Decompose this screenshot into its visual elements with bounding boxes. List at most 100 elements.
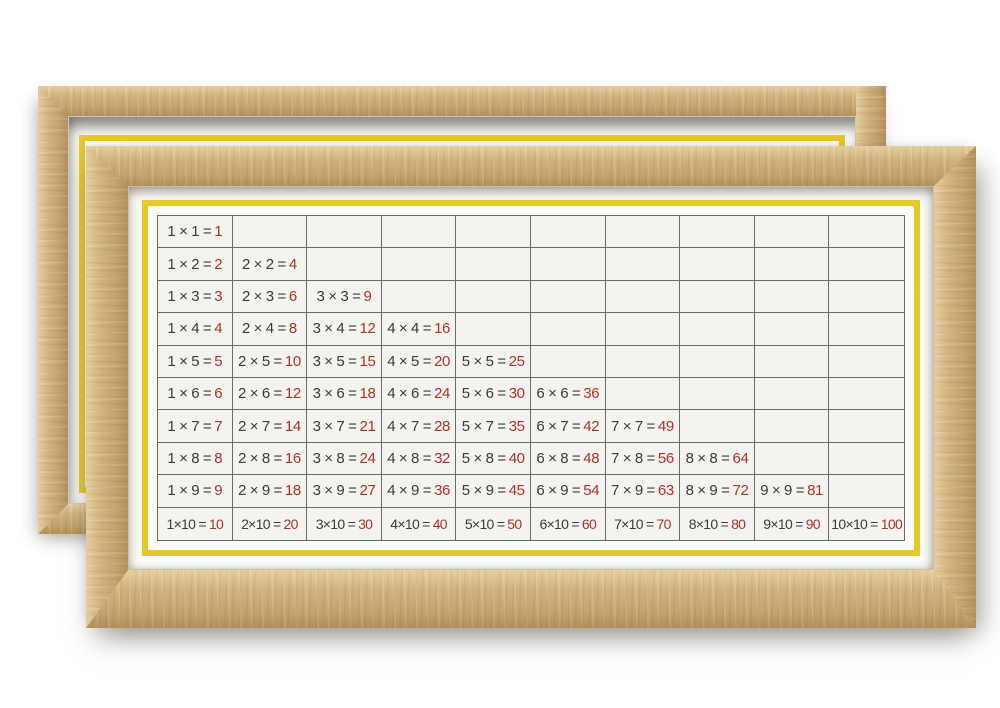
table-cell: 6 × 7 = 42 <box>530 410 606 443</box>
table-cell: 2 × 6 = 12 <box>232 378 308 411</box>
table-cell <box>605 216 681 249</box>
table-cell <box>680 313 755 346</box>
equation-text: 2 × 5 = <box>237 352 282 370</box>
table-cell: 3 × 6 = 18 <box>307 378 382 411</box>
table-cell: 1 × 8 = 8 <box>158 442 233 476</box>
equation-result: 6 <box>288 287 297 305</box>
table-cell: 2 × 2 = 4 <box>232 248 308 281</box>
equation-result: 63 <box>657 482 674 500</box>
table-cell <box>680 410 755 443</box>
equation-result: 49 <box>657 417 674 435</box>
table-cell: 2×10 = 20 <box>233 507 308 540</box>
equation-result: 48 <box>583 449 600 467</box>
table-cell: 7 × 8 = 56 <box>605 442 681 476</box>
equation-text: 2 × 4 = <box>241 320 286 338</box>
table-cell: 1 × 2 = 2 <box>158 248 233 281</box>
table-cell: 7 × 9 = 63 <box>605 475 681 508</box>
table-cell: 3 × 8 = 24 <box>307 442 382 476</box>
equation-text: 3 × 4 = <box>312 320 357 338</box>
equation-text: 2 × 9 = <box>237 482 282 500</box>
equation-text: 6×10 = <box>539 515 579 532</box>
equation-text: 8 × 9 = <box>685 482 730 500</box>
equation-result: 45 <box>508 482 525 500</box>
front-frame-rail-left <box>86 146 128 628</box>
table-cell: 5 × 9 = 45 <box>456 475 531 508</box>
back-frame-rail-left <box>38 86 68 534</box>
equation-result: 36 <box>583 385 600 403</box>
equation-result: 16 <box>284 449 301 467</box>
equation-result: 42 <box>583 417 600 435</box>
front-wooden-frame: 1 × 1 = 1 1 × 2 = 2 2 × 2 = 4 1 × 3 = 3 2 × 3 = 6… <box>86 146 976 628</box>
table-cell <box>754 345 830 378</box>
front-frame-rail-right <box>934 146 976 628</box>
table-cell: 6×10 = 60 <box>531 507 606 540</box>
equation-text: 10×10 = <box>831 515 878 532</box>
table-cell: 2 × 4 = 8 <box>232 313 308 346</box>
table-cell: 3 × 9 = 27 <box>307 475 382 508</box>
table-cell <box>754 410 830 443</box>
table-cell <box>530 248 606 281</box>
table-cell <box>232 216 308 249</box>
equation-result: 1 <box>214 223 223 241</box>
equation-result: 8 <box>214 449 223 467</box>
table-cell: 6 × 9 = 54 <box>530 475 606 508</box>
table-cell: 1 × 4 = 4 <box>158 313 233 346</box>
equation-text: 2 × 7 = <box>237 417 282 435</box>
table-cell <box>456 313 531 346</box>
table-cell <box>530 313 606 346</box>
equation-text: 7 × 9 = <box>610 482 655 500</box>
table-cell: 4 × 9 = 36 <box>381 475 457 508</box>
equation-result: 10 <box>284 352 301 370</box>
equation-result: 30 <box>358 515 373 532</box>
table-cell: 2 × 9 = 18 <box>232 475 308 508</box>
table-cell: 10×10 = 100 <box>829 508 904 540</box>
equation-result: 24 <box>434 385 450 403</box>
front-frame-rail-top <box>86 146 976 186</box>
equation-text: 4 × 4 = <box>387 320 432 338</box>
equation-text: 5 × 7 = <box>461 417 506 435</box>
equation-result: 9 <box>363 287 372 305</box>
table-cell <box>605 378 681 411</box>
table-cell: 5 × 8 = 40 <box>456 442 531 476</box>
equation-result: 4 <box>288 255 297 273</box>
equation-text: 2 × 8 = <box>237 449 282 467</box>
equation-result: 64 <box>732 449 749 467</box>
equation-text: 9 × 9 = <box>760 482 805 500</box>
equation-result: 90 <box>805 515 821 532</box>
equation-result: 14 <box>284 417 301 435</box>
table-cell <box>829 248 904 281</box>
table-cell: 1 × 7 = 7 <box>158 410 233 443</box>
equation-result: 6 <box>214 385 223 403</box>
equation-result: 24 <box>359 449 376 467</box>
equation-text: 3 × 6 = <box>312 385 357 403</box>
table-cell: 4 × 8 = 32 <box>381 442 457 476</box>
table-cell <box>829 475 904 508</box>
table-cell <box>754 248 830 281</box>
front-frame-rail-bottom <box>86 570 976 628</box>
equation-result: 2 <box>214 255 223 273</box>
equation-result: 5 <box>214 352 223 370</box>
equation-result: 70 <box>656 515 672 532</box>
table-cell <box>605 313 681 346</box>
equation-text: 7 × 7 = <box>610 417 655 435</box>
equation-text: 4 × 7 = <box>387 417 432 435</box>
table-cell <box>754 313 830 346</box>
table-cell <box>829 281 904 314</box>
equation-text: 6 × 7 = <box>536 417 581 435</box>
equation-text: 1 × 4 = <box>167 320 212 338</box>
equation-result: 9 <box>214 482 223 500</box>
equation-text: 1 × 1 = <box>167 223 212 241</box>
equation-result: 100 <box>880 515 903 532</box>
table-cell <box>456 280 531 314</box>
equation-result: 81 <box>807 482 823 500</box>
table-cell: 8×10 = 80 <box>680 507 755 540</box>
table-cell: 2 × 7 = 14 <box>232 410 308 443</box>
equation-text: 3 × 8 = <box>312 449 357 467</box>
table-cell: 9 × 9 = 81 <box>754 475 830 508</box>
equation-text: 5×10 = <box>464 515 505 532</box>
equation-result: 60 <box>581 515 597 532</box>
table-cell <box>829 443 904 476</box>
equation-result: 3 <box>214 287 223 305</box>
table-cell <box>829 346 904 378</box>
table-cell <box>605 248 681 281</box>
